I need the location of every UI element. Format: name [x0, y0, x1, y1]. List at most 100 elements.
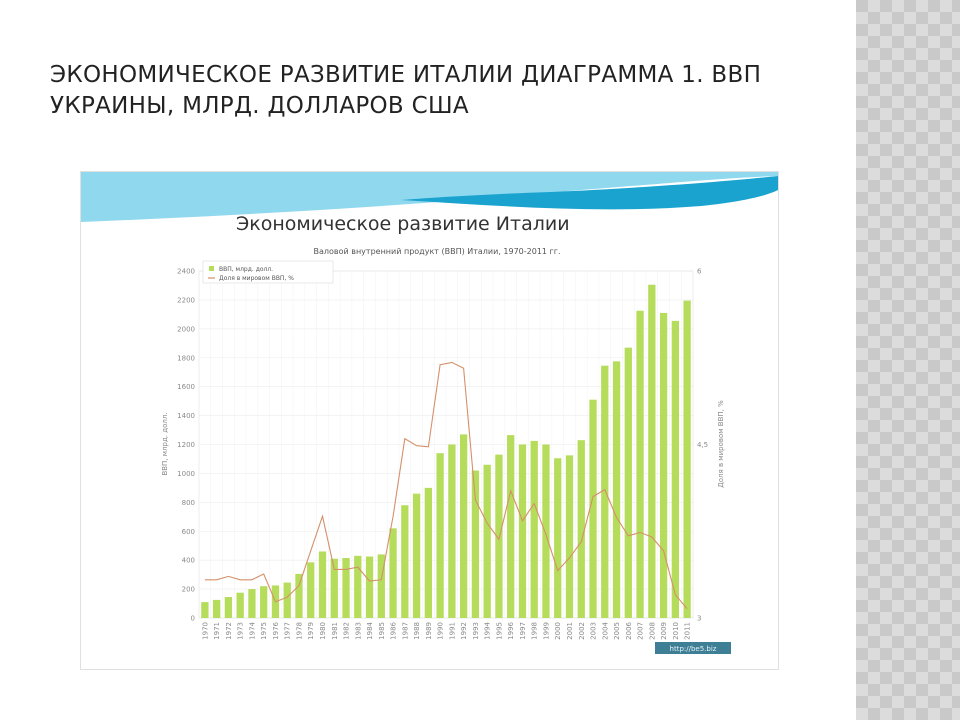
bar — [683, 300, 691, 618]
x-axis-ticks: 1970 1971 1972 1973 1974 1975 1976 1977 1978 1979… — [201, 621, 691, 639]
bar — [565, 455, 574, 618]
bar — [471, 470, 480, 618]
x-tick-label: 1985 — [378, 622, 386, 640]
bar — [659, 312, 668, 618]
watermark: http://be5.biz — [655, 642, 731, 654]
bar — [342, 557, 350, 618]
y-tick-label: 1800 — [177, 354, 195, 362]
x-tick-label: 1982 — [343, 622, 351, 640]
banner-wave-light — [81, 172, 778, 222]
slide-title: Экономическое развитие Италии Диаграмма … — [50, 62, 762, 119]
bar — [518, 444, 527, 618]
x-tick-label: 1976 — [272, 621, 280, 639]
x-tick-label: 2005 — [613, 622, 621, 640]
y2-tick-label: 6 — [697, 268, 702, 276]
y2-axis-ticks: 34,56 — [697, 268, 708, 623]
x-tick-label: 1981 — [331, 622, 339, 640]
x-tick-label: 1999 — [543, 622, 551, 640]
x-tick-label: 2007 — [637, 622, 645, 640]
y-tick-label: 1200 — [177, 441, 195, 449]
x-tick-label: 1971 — [213, 622, 221, 640]
x-tick-label: 2011 — [684, 622, 692, 640]
bar — [507, 435, 515, 618]
x-tick-label: 1995 — [495, 622, 503, 640]
bar — [448, 444, 456, 618]
x-tick-label: 1993 — [472, 622, 480, 640]
bar — [307, 562, 315, 618]
gdp-chart: Экономическое развитие Италии Валовой вн… — [81, 172, 778, 654]
bar — [424, 487, 433, 618]
x-tick-label: 2004 — [601, 621, 609, 639]
x-tick-label: 2003 — [590, 622, 598, 640]
y-tick-label: 0 — [191, 615, 195, 623]
y-tick-label: 2000 — [177, 325, 195, 333]
x-tick-label: 1987 — [401, 622, 409, 640]
bar — [671, 320, 680, 618]
bar — [295, 573, 303, 618]
x-tick-label: 1984 — [366, 621, 374, 639]
bar — [459, 434, 468, 618]
bar — [248, 589, 256, 618]
legend: ВВП, млрд. долл. Доля в мировом ВВП, % — [202, 260, 334, 284]
legend-line-label: Доля в мировом ВВП, % — [219, 275, 294, 282]
x-tick-label: 1990 — [437, 622, 445, 640]
x-tick-label: 1994 — [484, 621, 492, 639]
bar — [283, 582, 291, 618]
bar — [577, 440, 585, 618]
bar — [365, 556, 374, 618]
y-tick-label: 600 — [182, 528, 195, 536]
banner-title: Экономическое развитие Италии — [236, 213, 570, 235]
x-tick-label: 1996 — [507, 621, 515, 639]
bar — [236, 592, 244, 618]
bar — [589, 399, 597, 618]
x-tick-label: 1972 — [225, 622, 233, 640]
y-tick-label: 1400 — [177, 412, 195, 420]
x-tick-label: 1988 — [413, 622, 421, 640]
bar — [648, 284, 656, 618]
x-tick-label: 1978 — [296, 622, 304, 640]
x-tick-label: 1977 — [284, 622, 292, 640]
x-tick-label: 2000 — [554, 622, 562, 640]
y-tick-label: 800 — [182, 499, 195, 507]
bar — [436, 453, 444, 618]
bar — [354, 555, 362, 618]
bar — [201, 602, 209, 618]
legend-bar-label: ВВП, млрд. долл. — [219, 266, 273, 273]
bar — [542, 444, 550, 618]
bar — [624, 347, 632, 618]
bar — [401, 505, 409, 618]
bar — [330, 558, 338, 618]
x-tick-label: 1974 — [248, 621, 256, 639]
bar — [318, 551, 327, 618]
bar — [260, 586, 268, 618]
legend-box — [202, 260, 334, 284]
y-tick-label: 2200 — [177, 296, 195, 304]
x-tick-label: 2010 — [672, 622, 680, 640]
x-tick-label: 1973 — [237, 622, 245, 640]
bar — [212, 599, 221, 618]
bar — [612, 361, 621, 618]
bar — [636, 310, 644, 618]
banner-wave-dark — [401, 176, 778, 210]
bar — [601, 365, 609, 618]
chart-subtitle: Валовой внутренний продукт (ВВП) Италии,… — [313, 247, 560, 256]
decorative-side-panel — [856, 0, 960, 720]
y-tick-label: 1000 — [177, 470, 195, 478]
y-axis-ticks: 0 200 400 600 800 1000 1200 1400 1600 1800 2000 220… — [177, 268, 195, 623]
legend-bar-swatch — [209, 266, 214, 271]
bar — [389, 528, 397, 618]
y-tick-label: 400 — [182, 557, 195, 565]
x-tick-label: 1997 — [519, 622, 527, 640]
x-tick-label: 2002 — [578, 622, 586, 640]
x-tick-label: 1983 — [354, 622, 362, 640]
bar — [483, 464, 491, 618]
x-tick-label: 1989 — [425, 622, 433, 640]
y-tick-label: 1600 — [177, 383, 195, 391]
x-tick-label: 2009 — [660, 622, 668, 640]
x-tick-label: 1992 — [460, 622, 468, 640]
x-tick-label: 2008 — [648, 622, 656, 640]
bar — [495, 454, 503, 618]
grid-lines — [198, 270, 694, 619]
chart-image: Экономическое развитие Италии Валовой вн… — [80, 171, 779, 670]
x-tick-label: 1970 — [201, 622, 209, 640]
